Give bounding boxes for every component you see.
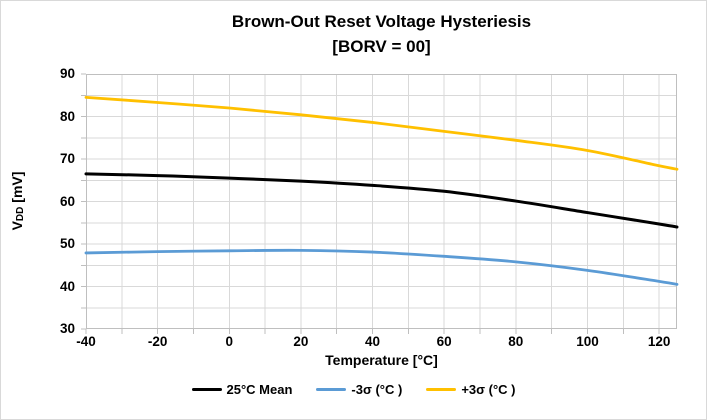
y-axis-title: VDD [mV] xyxy=(8,101,26,301)
series-line-plus-3sigma xyxy=(84,95,679,171)
series-line-mean-25c xyxy=(84,172,679,229)
legend-line-swatch xyxy=(191,388,222,391)
x-axis-tick-label: 100 xyxy=(576,334,599,349)
x-axis-tick-label: 0 xyxy=(225,334,234,349)
y-axis-tick-label: 90 xyxy=(59,66,75,81)
chart-title-line2: [BORV = 00] xyxy=(332,37,431,56)
legend-label: -3σ (°C ) xyxy=(351,382,403,397)
legend-line-swatch xyxy=(316,388,347,391)
x-axis-tick-label: -20 xyxy=(147,334,168,349)
legend-label: 25°C Mean xyxy=(226,382,293,397)
series-lines xyxy=(84,95,679,286)
plot-area xyxy=(79,73,680,341)
x-axis-tick-label: 80 xyxy=(508,334,524,349)
legend-label: +3σ (°C ) xyxy=(461,382,516,397)
legend-line-swatch xyxy=(426,388,457,391)
x-axis-tick-label: 20 xyxy=(293,334,309,349)
series-line-minus-3sigma xyxy=(84,248,679,286)
x-axis-tick-label: 40 xyxy=(365,334,381,349)
y-axis-title-subscript: DD xyxy=(15,206,26,222)
x-axis-tick-label: 120 xyxy=(647,334,671,349)
chart-title: Brown-Out Reset Voltage Hysteriesis [BOR… xyxy=(86,9,677,59)
y-axis-tick-label: 80 xyxy=(59,108,75,124)
gridlines xyxy=(86,74,677,329)
x-axis-tick-label: 60 xyxy=(436,334,452,349)
y-axis-tick-label: 50 xyxy=(59,236,75,251)
x-axis-tick-label: -40 xyxy=(76,334,96,349)
y-axis-tick-label: 40 xyxy=(59,278,75,294)
legend-item-mean-25c: 25°C Mean xyxy=(191,382,293,397)
y-axis-tick-label: 70 xyxy=(59,151,75,166)
plot-svg xyxy=(81,73,679,334)
legend: 25°C Mean -3σ (°C ) +3σ (°C ) xyxy=(1,382,706,397)
legend-item-minus-3sigma: -3σ (°C ) xyxy=(316,382,402,397)
x-axis-title: Temperature [°C] xyxy=(325,352,438,368)
y-axis-title-unit: [mV] xyxy=(9,171,25,207)
y-axis-tick-label: 30 xyxy=(59,321,75,336)
axis-ticks-and-border xyxy=(81,73,677,334)
legend-item-plus-3sigma: +3σ (°C ) xyxy=(426,382,516,397)
chart-title-line1: Brown-Out Reset Voltage Hysteriesis xyxy=(231,12,532,31)
y-axis-tick-label: 60 xyxy=(59,193,75,209)
y-axis-title-main: V xyxy=(9,221,25,231)
